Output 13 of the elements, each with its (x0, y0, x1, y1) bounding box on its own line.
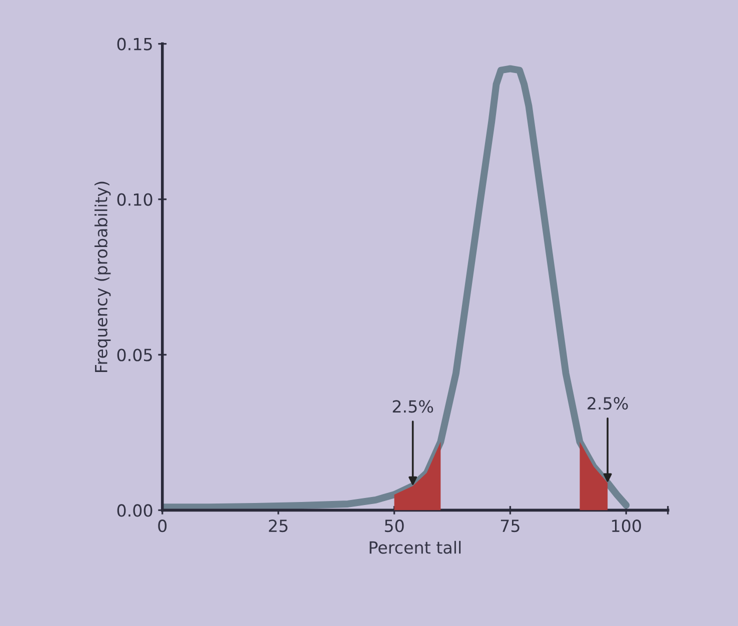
annotation: 2.5% (588, 397, 628, 410)
x-axis-title: Percent tall (370, 540, 461, 554)
y-tick-label: 0.00 (117, 504, 152, 517)
x-tick-label: 0 (158, 520, 167, 532)
y-tick-label: 0.05 (117, 348, 152, 362)
annotation: 2.5% (392, 400, 434, 413)
x-tick-label: 75 (500, 520, 520, 532)
x-tick-label: 100 (612, 520, 641, 532)
x-tick-label: 50 (384, 520, 404, 532)
x-tick-label: 25 (268, 520, 288, 532)
y-axis-title: Frequency (probability) (94, 182, 111, 372)
y-tick-label: 0.15 (117, 38, 152, 50)
y-tick-label: 0.10 (117, 193, 152, 206)
